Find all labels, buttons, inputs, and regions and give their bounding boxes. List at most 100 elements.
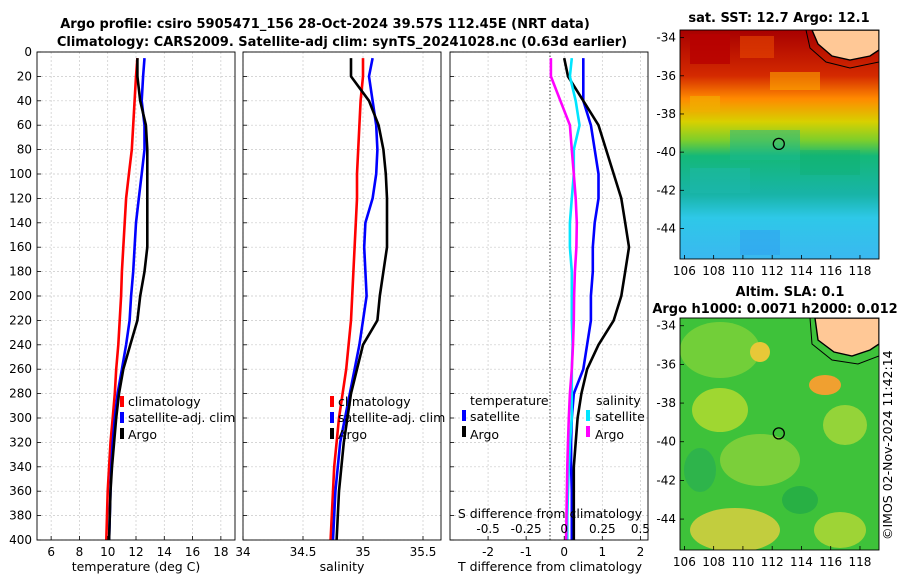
legend-t-satellite-label: satellite <box>470 409 520 424</box>
sla-texture <box>680 322 867 550</box>
legend-argo-label: Argo <box>338 427 367 442</box>
depth-tick-label: 0 <box>24 45 32 59</box>
x-tick-label: 35.5 <box>410 545 437 559</box>
figure-title-line1: Argo profile: csiro 5905471_156 28-Oct-2… <box>60 17 590 32</box>
map-lat-label: -42 <box>656 183 676 197</box>
map-lat-label: -36 <box>656 69 676 83</box>
x-tick-label: -1 <box>520 545 532 559</box>
map-lon-label: 108 <box>702 555 725 569</box>
x-tick-label: 16 <box>185 545 200 559</box>
x-tick-label: 6 <box>47 545 55 559</box>
map-lon-label: 112 <box>761 555 784 569</box>
map-lat-label: -42 <box>656 473 676 487</box>
legend-s-satellite-label: satellite <box>595 409 645 424</box>
sst-texture <box>690 34 860 255</box>
legend-s-argo-swatch <box>586 426 590 437</box>
legend-argo-swatch <box>330 428 334 439</box>
legend-s-satellite-swatch <box>586 410 590 421</box>
depth-tick-label: 120 <box>9 191 32 205</box>
sla-contour <box>809 318 879 365</box>
map-lon-label: 114 <box>790 264 813 278</box>
difference-panel: -2 -1 0 1 2 -0.5 -0.25 0 0.25 0.5 S difference f… <box>449 51 650 574</box>
x-tick-label: 35 <box>355 545 370 559</box>
sla-land <box>814 318 879 357</box>
series-line-climatology <box>329 58 365 541</box>
legend-satellite-swatch <box>330 412 334 423</box>
depth-tick-label: 240 <box>9 338 32 352</box>
depth-tick-label: 100 <box>9 167 32 181</box>
x-tick-label: 14 <box>157 545 172 559</box>
difference-frame <box>449 51 649 541</box>
depth-tick-label: 400 <box>9 533 32 547</box>
salinity-panel: 34 34.5 35 35.5 salinity climatology satell… <box>235 51 445 574</box>
legend-t-argo-swatch <box>462 426 466 437</box>
sla-profile-marker <box>772 427 785 440</box>
x-tick-label: 10 <box>100 545 115 559</box>
depth-tick-label: 180 <box>9 265 32 279</box>
salinity-legend: climatology satellite-adj. clim Argo <box>330 394 445 442</box>
series-line-s-argo <box>549 58 579 541</box>
series-line-satellite-adj-clim <box>331 57 379 541</box>
depth-tick-label: 140 <box>9 216 32 230</box>
x-tick-label: 8 <box>76 545 84 559</box>
map-lat-label: -40 <box>656 145 676 159</box>
figure-title-line2: Climatology: CARS2009. Satellite-adj cli… <box>57 35 627 50</box>
series-line-t-argo <box>562 57 631 540</box>
depth-tick-label: 160 <box>9 240 32 254</box>
map-lon-label: 114 <box>790 555 813 569</box>
depth-tick-label: 80 <box>17 143 32 157</box>
depth-tick-label: 60 <box>17 118 32 132</box>
depth-tick-label: 40 <box>17 94 32 108</box>
temperature-xlabel: temperature (deg C) <box>72 559 201 574</box>
map-lon-label: 106 <box>673 555 696 569</box>
sla-map-frame <box>679 317 880 551</box>
sst-map: sat. SST: 12.7 Argo: 12.1 106 108 110 112 11… <box>656 11 880 278</box>
sla-map-subtitle: Argo h1000: 0.0071 h2000: 0.012 <box>652 302 897 317</box>
map-lon-label: 106 <box>673 264 696 278</box>
imos-credit: ©IMOS 02-Nov-2024 11:42:14 <box>880 350 895 540</box>
map-lon-label: 118 <box>849 555 872 569</box>
legend-salinity-title: salinity <box>596 393 641 408</box>
map-lat-label: -38 <box>656 107 676 121</box>
x-tick-label: 2 <box>637 545 645 559</box>
depth-tick-label: 280 <box>9 387 32 401</box>
depth-tick-label: 320 <box>9 435 32 449</box>
x-tick-label: 18 <box>213 545 228 559</box>
depth-tick-label: 300 <box>9 411 32 425</box>
depth-axis: 0 20 40 60 80 100 120 140 160 180 200 220 240 260 280 3… <box>9 45 32 547</box>
x-tick-label: 12 <box>128 545 143 559</box>
map-lat-label: -40 <box>656 435 676 449</box>
sst-land <box>811 30 879 61</box>
legend-climatology-label: climatology <box>128 394 201 409</box>
legend-satellite-label: satellite-adj. clim <box>128 410 235 425</box>
depth-tick-label: 380 <box>9 509 32 523</box>
legend-temperature-title: temperature <box>470 393 549 408</box>
legend-satellite-swatch <box>120 412 124 423</box>
map-lon-label: 116 <box>819 264 842 278</box>
difference-legend: temperature satellite Argo salinity sate… <box>462 393 645 442</box>
legend-climatology-label: climatology <box>338 394 411 409</box>
depth-tick-label: 260 <box>9 362 32 376</box>
s-diff-tick-label: 0.25 <box>589 522 616 536</box>
x-tick-label: -2 <box>482 545 494 559</box>
temperature-panel: 6 8 10 12 14 16 18 temperature (deg C) climato… <box>36 51 236 574</box>
map-lat-label: -44 <box>656 512 676 526</box>
map-lon-label: 108 <box>702 264 725 278</box>
temperature-legend: climatology satellite-adj. clim Argo <box>120 394 235 442</box>
x-tick-label: 34.5 <box>290 545 317 559</box>
legend-climatology-swatch <box>120 396 124 407</box>
map-lon-label: 110 <box>731 555 754 569</box>
legend-t-satellite-swatch <box>462 410 466 421</box>
map-lat-label: -38 <box>656 396 676 410</box>
depth-tick-label: 340 <box>9 460 32 474</box>
sla-map: Altim. SLA: 0.1 Argo h1000: 0.0071 h2000… <box>652 285 897 569</box>
map-lon-label: 112 <box>761 264 784 278</box>
depth-tick-label: 360 <box>9 484 32 498</box>
s-diff-tick-label: -0.5 <box>476 522 499 536</box>
legend-climatology-swatch <box>330 396 334 407</box>
map-lat-label: -34 <box>656 319 676 333</box>
map-lat-label: -44 <box>656 221 676 235</box>
sst-map-frame <box>679 29 880 260</box>
depth-tick-label: 200 <box>9 289 32 303</box>
